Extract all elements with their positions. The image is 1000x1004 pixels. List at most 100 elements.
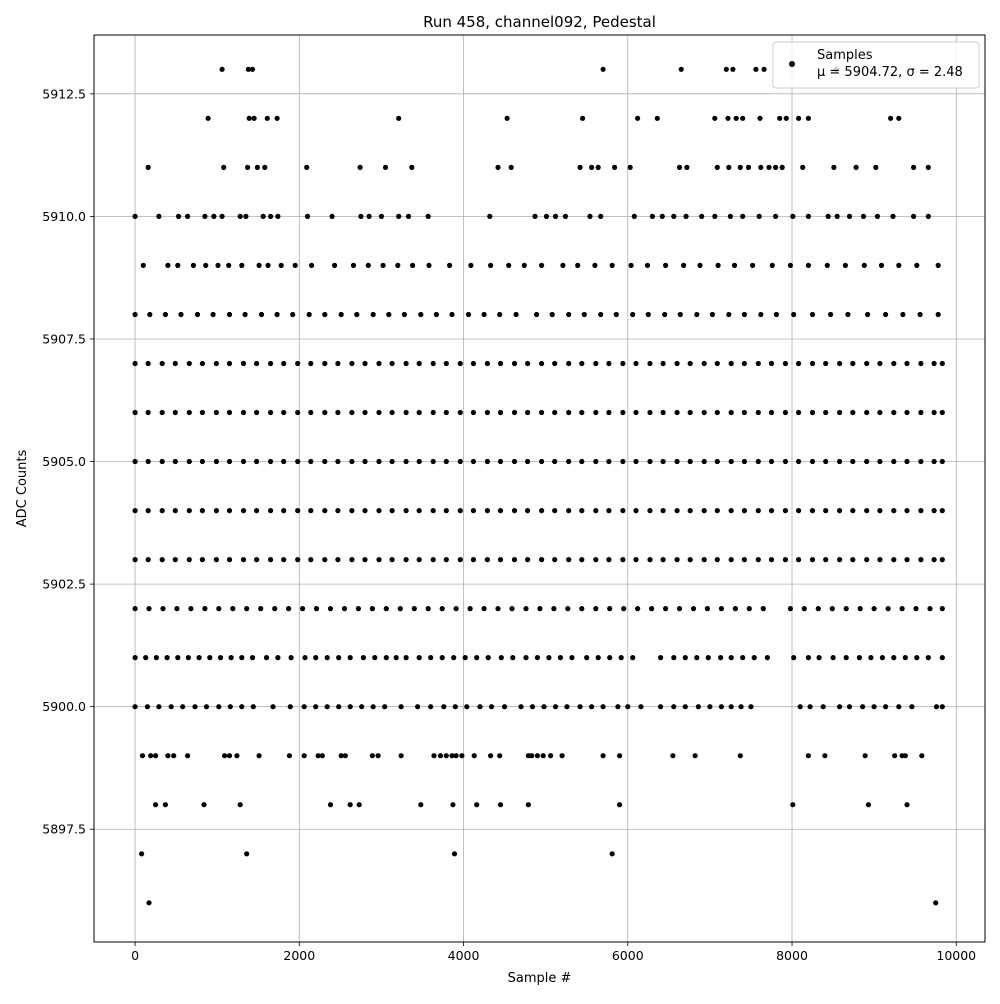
- data-point: [566, 360, 572, 367]
- data-point: [497, 458, 504, 465]
- data-point: [132, 557, 138, 563]
- data-point: [471, 753, 477, 759]
- data-point: [914, 262, 920, 268]
- data-point: [457, 508, 463, 514]
- data-point: [185, 655, 191, 661]
- data-point: [226, 508, 233, 514]
- data-point: [709, 311, 716, 318]
- data-point: [510, 655, 516, 661]
- data-point: [240, 458, 247, 465]
- data-point: [227, 704, 233, 710]
- data-point: [403, 508, 409, 514]
- data-point: [864, 458, 870, 465]
- data-point: [551, 606, 557, 612]
- data-point: [633, 458, 639, 465]
- data-point: [649, 606, 655, 612]
- data-point: [769, 262, 775, 268]
- data-point: [268, 409, 274, 416]
- data-point: [172, 458, 178, 465]
- data-point: [593, 458, 599, 465]
- data-point: [484, 557, 490, 563]
- data-point: [671, 655, 677, 661]
- data-point: [186, 508, 192, 514]
- data-point: [145, 458, 151, 465]
- data-point: [837, 458, 843, 465]
- data-point: [856, 655, 863, 661]
- data-point: [484, 458, 490, 465]
- data-point: [383, 655, 389, 661]
- data-point: [579, 557, 585, 563]
- data-point: [369, 606, 375, 612]
- data-point: [215, 262, 221, 268]
- data-point: [820, 704, 826, 710]
- data-point: [755, 360, 761, 367]
- data-point: [219, 213, 225, 219]
- data-point: [497, 508, 504, 514]
- data-point: [308, 508, 314, 514]
- data-point: [606, 508, 612, 514]
- data-point: [132, 360, 138, 367]
- data-point: [891, 655, 897, 661]
- data-point: [143, 655, 149, 661]
- data-point: [174, 606, 180, 612]
- data-point: [226, 409, 233, 416]
- data-point: [728, 360, 734, 367]
- data-point: [939, 360, 945, 367]
- data-point: [918, 409, 924, 416]
- data-point: [521, 262, 527, 268]
- data-point: [459, 753, 465, 759]
- data-point: [598, 311, 604, 318]
- data-point: [782, 557, 789, 563]
- data-point: [801, 606, 807, 612]
- data-point: [315, 753, 321, 759]
- data-point: [587, 213, 593, 219]
- data-point: [695, 704, 702, 710]
- data-point: [552, 458, 558, 465]
- data-point: [918, 458, 924, 465]
- data-point: [625, 704, 631, 710]
- data-point: [467, 606, 473, 612]
- data-point: [234, 753, 240, 759]
- data-point: [228, 655, 234, 661]
- data-point: [630, 311, 636, 318]
- data-point: [620, 360, 626, 367]
- data-point: [511, 557, 518, 563]
- data-point: [350, 262, 357, 268]
- data-point: [153, 753, 159, 759]
- data-point: [931, 458, 937, 465]
- data-point: [701, 409, 707, 416]
- data-point: [240, 360, 247, 367]
- data-point: [159, 360, 165, 367]
- data-point: [768, 508, 775, 514]
- data-point: [857, 606, 863, 612]
- data-point: [495, 164, 501, 170]
- data-point: [595, 164, 601, 170]
- data-point: [207, 655, 213, 661]
- data-point: [834, 213, 840, 219]
- data-point: [437, 753, 444, 759]
- data-point: [221, 164, 227, 170]
- data-point: [768, 360, 775, 367]
- data-point: [525, 360, 531, 367]
- data-point: [613, 311, 619, 318]
- data-point: [645, 311, 651, 318]
- data-point: [146, 900, 152, 906]
- data-point: [805, 655, 812, 661]
- data-point: [757, 115, 763, 121]
- data-point: [837, 360, 843, 367]
- data-point: [389, 409, 395, 416]
- data-point: [674, 458, 680, 465]
- data-point: [416, 458, 422, 465]
- data-point: [354, 311, 360, 318]
- data-point: [418, 802, 424, 808]
- data-point: [864, 557, 870, 563]
- data-point: [607, 606, 613, 612]
- data-point: [756, 213, 762, 219]
- data-point: [755, 508, 761, 514]
- data-point: [335, 409, 341, 416]
- data-point: [753, 66, 759, 72]
- data-point: [497, 311, 503, 318]
- data-point: [468, 262, 474, 268]
- data-point: [864, 508, 870, 514]
- data-point: [349, 409, 355, 416]
